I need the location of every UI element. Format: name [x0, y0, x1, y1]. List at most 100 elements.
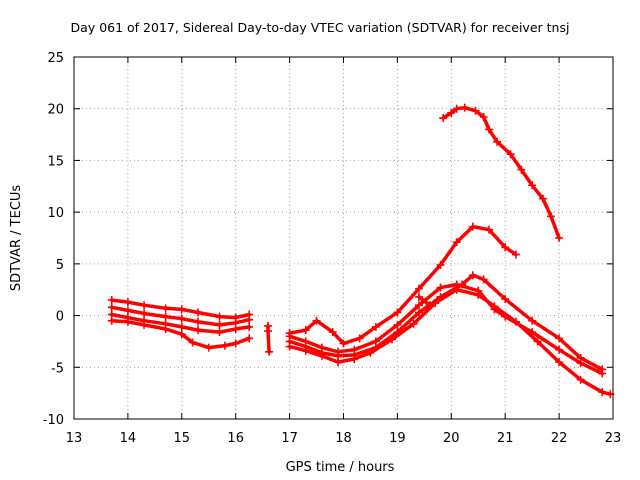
data-point	[265, 347, 274, 356]
series-trace	[287, 287, 613, 396]
data-point	[193, 317, 202, 326]
series-trace-b	[107, 303, 254, 329]
data-point	[468, 222, 477, 231]
data-point	[231, 325, 240, 334]
data-point	[393, 308, 402, 317]
y-tick-label: 0	[56, 310, 64, 325]
data-point	[538, 194, 547, 203]
data-point	[517, 165, 526, 174]
data-point	[220, 341, 229, 350]
data-point	[460, 103, 469, 112]
chart-title: Day 061 of 2017, Sidereal Day-to-day VTE…	[71, 20, 570, 35]
data-point	[528, 181, 537, 190]
y-tick-label: 20	[47, 103, 64, 118]
data-point	[317, 351, 326, 360]
data-point	[245, 322, 254, 331]
data-point	[334, 358, 343, 367]
data-point	[140, 320, 149, 329]
data-point	[436, 260, 445, 269]
series-trace	[109, 318, 251, 350]
data-point	[439, 114, 448, 123]
data-point	[414, 308, 423, 317]
x-tick-label: 15	[174, 431, 191, 446]
data-point	[452, 104, 461, 113]
data-point	[328, 328, 337, 337]
data-point	[177, 314, 186, 323]
data-point	[245, 315, 254, 324]
data-point	[598, 365, 607, 374]
x-tick-label: 17	[281, 431, 298, 446]
data-point	[447, 108, 456, 117]
data-point	[501, 243, 510, 252]
data-point	[468, 271, 477, 280]
data-point	[433, 296, 442, 305]
data-point	[245, 334, 254, 343]
series-trace-e	[264, 321, 274, 356]
data-point	[177, 322, 186, 331]
data-point	[452, 238, 461, 247]
data-series	[107, 103, 615, 399]
x-tick-label: 22	[551, 431, 568, 446]
data-point	[312, 316, 321, 325]
data-point	[501, 295, 510, 304]
data-point	[576, 375, 585, 384]
data-point	[140, 301, 149, 310]
data-point	[264, 327, 273, 336]
data-point	[285, 342, 294, 351]
data-point	[576, 353, 585, 362]
x-tick-label: 16	[227, 431, 244, 446]
data-point	[177, 330, 186, 339]
data-point	[215, 328, 224, 337]
data-point	[301, 326, 310, 335]
y-axis-label: SDTVAR / TECUs	[9, 185, 24, 292]
data-point	[414, 301, 423, 310]
data-point	[409, 319, 418, 328]
data-point	[555, 345, 564, 354]
data-point	[107, 296, 116, 305]
data-point	[215, 320, 224, 329]
axis-ticks: 13 14 15 16 17 18 19 20 21 22 23 -10 -5 0 5 10 15 20 25	[43, 51, 622, 446]
data-point	[177, 305, 186, 314]
data-point	[371, 322, 380, 331]
data-point	[193, 326, 202, 335]
data-point	[350, 355, 359, 364]
data-point	[414, 284, 423, 293]
data-point	[388, 335, 397, 344]
data-point	[511, 317, 520, 326]
data-point	[474, 290, 483, 299]
data-point	[161, 312, 170, 321]
x-tick-label: 19	[389, 431, 406, 446]
data-point	[452, 285, 461, 294]
data-point	[301, 346, 310, 355]
data-point	[366, 348, 375, 357]
data-point	[506, 150, 515, 159]
data-point	[215, 312, 224, 321]
data-point	[485, 225, 494, 234]
y-tick-label: 10	[47, 206, 64, 221]
data-point	[231, 339, 240, 348]
x-tick-label: 21	[497, 431, 514, 446]
data-point	[339, 339, 348, 348]
series-trace-f	[285, 222, 520, 348]
data-point	[555, 358, 564, 367]
data-point	[161, 325, 170, 334]
data-point	[458, 280, 467, 289]
data-point	[490, 302, 499, 311]
data-point	[140, 309, 149, 318]
data-point	[107, 316, 116, 325]
grid	[74, 57, 613, 419]
x-tick-label: 14	[120, 431, 137, 446]
series-trace-d	[107, 316, 254, 352]
data-point	[414, 292, 423, 301]
data-point	[107, 303, 116, 312]
data-point	[598, 388, 607, 397]
data-point	[533, 337, 542, 346]
series-trace	[441, 105, 561, 240]
x-tick-label: 20	[443, 431, 460, 446]
y-tick-label: -5	[51, 361, 64, 376]
data-point	[204, 343, 213, 352]
data-point	[511, 250, 520, 259]
x-tick-label: 23	[605, 431, 622, 446]
data-point	[555, 234, 564, 242]
